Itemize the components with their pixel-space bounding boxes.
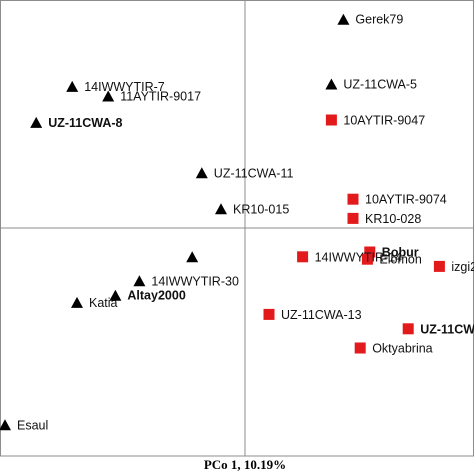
triangle-marker <box>195 167 208 179</box>
triangle-marker <box>0 419 11 431</box>
point-label: Bobur <box>382 246 419 260</box>
triangle-marker <box>71 296 83 308</box>
plot-frame <box>0 0 474 457</box>
square-marker <box>354 342 366 354</box>
point-label: 11AYTIR-9017 <box>120 90 201 104</box>
point-label: UZ-11CWA-11 <box>214 166 294 180</box>
triangle-marker <box>133 275 146 287</box>
square-marker <box>325 114 337 126</box>
point-label: 14IWWYTIR-14 <box>315 250 403 264</box>
point-label: 10AYTIR-9074 <box>365 193 447 207</box>
point-label: UZ-11CWA-5 <box>343 78 417 92</box>
point-label: 14IWWYTIR-7 <box>84 80 165 94</box>
triangle-marker <box>66 80 79 92</box>
point-label: KR10-015 <box>233 202 289 216</box>
point-label: 10AYTIR-9047 <box>343 114 425 128</box>
square-marker <box>402 323 414 335</box>
square-marker <box>263 308 275 320</box>
x-axis-label: PCo 1, 10.19% <box>204 457 286 472</box>
triangle-marker <box>215 203 227 215</box>
point-label: UZ-11CWA-13 <box>281 308 362 322</box>
point-label: Oktyabrina <box>372 342 432 356</box>
triangle-marker <box>337 13 350 25</box>
square-marker <box>433 260 445 272</box>
square-marker <box>347 212 359 224</box>
triangle-marker <box>325 78 338 90</box>
point-label: Altay2000 <box>127 289 185 303</box>
point-label: Elomon <box>379 253 421 267</box>
point-label: izgi20 <box>451 260 474 274</box>
point-label: Gerek79 <box>355 13 403 27</box>
point-label: UZ-11CW <box>420 322 474 336</box>
triangle-marker <box>186 251 199 263</box>
point-label: 14IWWYTIR-30 <box>151 274 239 288</box>
triangle-marker <box>102 90 115 102</box>
points-layer: Gerek79 UZ-11CWA-5 14IWWYTIR-711AYTIR-9017… <box>0 13 474 432</box>
square-marker <box>361 253 373 265</box>
triangle-marker <box>109 289 122 301</box>
square-marker <box>347 193 359 205</box>
point-label: Esaul <box>17 418 48 432</box>
point-label: KR10-028 <box>365 212 421 226</box>
point-label: Katia <box>89 296 118 310</box>
square-marker <box>297 251 309 263</box>
point-label: UZ-11CWA-8 <box>48 116 122 130</box>
triangle-marker <box>30 116 43 128</box>
square-marker <box>364 246 376 258</box>
